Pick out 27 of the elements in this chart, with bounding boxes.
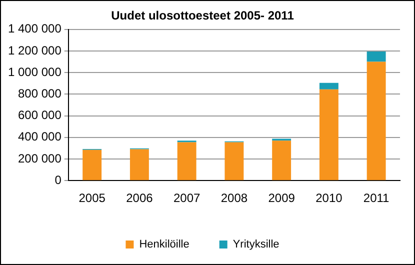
bar	[319, 89, 338, 180]
y-tick-label: 1 400 000	[8, 22, 62, 36]
x-tick-label: 2006	[126, 191, 154, 206]
bar	[82, 150, 102, 180]
bar	[130, 149, 149, 180]
y-tick-label: 200 000	[18, 151, 62, 166]
bar	[177, 142, 196, 180]
y-tick-label: 400 000	[18, 130, 62, 144]
y-tick-label: 1 200 000	[8, 43, 62, 58]
bar	[224, 142, 244, 180]
x-tick-label: 2009	[268, 191, 296, 206]
chart-title: Uudet ulosottoesteet 2005- 2011	[111, 8, 294, 23]
bar	[319, 82, 338, 90]
y-tick-label: 0	[54, 172, 62, 187]
x-tick-label: 2011	[363, 191, 390, 206]
x-tick-label: 2010	[316, 191, 343, 206]
y-tick-label: 600 000	[18, 108, 62, 122]
y-tick-label: 800 000	[18, 86, 62, 101]
bar	[366, 52, 386, 62]
bar	[272, 140, 292, 180]
legend-label: Henkilöille	[139, 238, 190, 251]
legend-label: Yrityksille	[232, 238, 280, 251]
x-tick-label: 2007	[173, 191, 200, 206]
x-tick-label: 2008	[220, 191, 248, 206]
y-tick-label: 1 000 000	[8, 64, 62, 79]
bar	[366, 62, 386, 180]
x-tick-label: 2005	[78, 191, 106, 206]
